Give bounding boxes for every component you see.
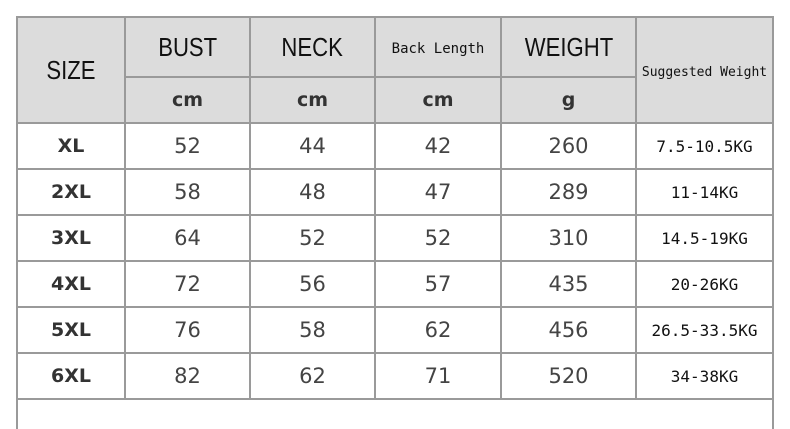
cell-bust: 64 bbox=[124, 214, 251, 262]
cell-weight: 456 bbox=[500, 306, 637, 354]
unit-back-length: cm bbox=[374, 76, 502, 124]
cell-bust: 58 bbox=[124, 168, 251, 216]
cell-weight: 260 bbox=[500, 122, 637, 170]
table-row: 6XL 82 62 71 520 34-38KG bbox=[16, 352, 774, 400]
header-neck: NECK bbox=[249, 16, 376, 78]
table-row: 4XL 72 56 57 435 20-26KG bbox=[16, 260, 774, 308]
cell-neck: 52 bbox=[249, 214, 376, 262]
unit-neck: cm bbox=[249, 76, 376, 124]
header-weight: WEIGHT bbox=[500, 16, 637, 78]
cell-size: 4XL bbox=[16, 260, 126, 308]
cell-back-length: 47 bbox=[374, 168, 502, 216]
cell-suggested-weight: 34-38KG bbox=[635, 352, 774, 400]
cell-suggested-weight: 7.5-10.5KG bbox=[635, 122, 774, 170]
cell-weight: 520 bbox=[500, 352, 637, 400]
header-back-length: Back Length bbox=[374, 16, 502, 78]
cell-bust: 76 bbox=[124, 306, 251, 354]
cell-weight: 310 bbox=[500, 214, 637, 262]
cell-neck: 48 bbox=[249, 168, 376, 216]
cell-neck: 58 bbox=[249, 306, 376, 354]
cell-neck: 44 bbox=[249, 122, 376, 170]
cell-suggested-weight: 14.5-19KG bbox=[635, 214, 774, 262]
cell-suggested-weight: 26.5-33.5KG bbox=[635, 306, 774, 354]
cell-back-length: 71 bbox=[374, 352, 502, 400]
header-size: SIZE bbox=[16, 16, 126, 124]
cell-size: 3XL bbox=[16, 214, 126, 262]
cell-size: XL bbox=[16, 122, 126, 170]
cell-neck: 62 bbox=[249, 352, 376, 400]
cell-bust: 82 bbox=[124, 352, 251, 400]
cell-size: 5XL bbox=[16, 306, 126, 354]
cell-neck: 56 bbox=[249, 260, 376, 308]
unit-weight: g bbox=[500, 76, 637, 124]
cell-bust: 52 bbox=[124, 122, 251, 170]
table-row: 5XL 76 58 62 456 26.5-33.5KG bbox=[16, 306, 774, 354]
cell-suggested-weight: 11-14KG bbox=[635, 168, 774, 216]
unit-bust: cm bbox=[124, 76, 251, 124]
cell-back-length: 57 bbox=[374, 260, 502, 308]
cell-size: 2XL bbox=[16, 168, 126, 216]
size-chart-table: SIZE BUST NECK Back Length WEIGHT Sugges… bbox=[16, 16, 774, 429]
cell-back-length: 52 bbox=[374, 214, 502, 262]
cell-size: 6XL bbox=[16, 352, 126, 400]
cell-back-length: 62 bbox=[374, 306, 502, 354]
cell-bust: 72 bbox=[124, 260, 251, 308]
cell-weight: 289 bbox=[500, 168, 637, 216]
header-bust: BUST bbox=[124, 16, 251, 78]
blank-row bbox=[16, 398, 774, 429]
table-row: 3XL 64 52 52 310 14.5-19KG bbox=[16, 214, 774, 262]
cell-suggested-weight: 20-26KG bbox=[635, 260, 774, 308]
header-suggested-weight: Suggested Weight bbox=[635, 16, 774, 124]
table-row: XL 52 44 42 260 7.5-10.5KG bbox=[16, 122, 774, 170]
cell-back-length: 42 bbox=[374, 122, 502, 170]
cell-weight: 435 bbox=[500, 260, 637, 308]
table-row: 2XL 58 48 47 289 11-14KG bbox=[16, 168, 774, 216]
